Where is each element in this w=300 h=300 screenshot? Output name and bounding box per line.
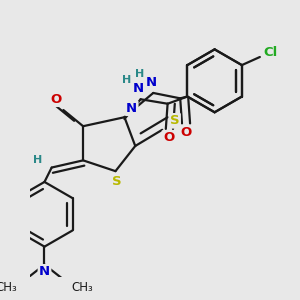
Text: H: H	[33, 155, 42, 165]
Text: H: H	[135, 69, 144, 79]
Text: CH₃: CH₃	[0, 281, 18, 295]
Text: S: S	[170, 114, 180, 127]
Text: N: N	[39, 265, 50, 278]
Text: H: H	[122, 75, 131, 85]
Text: Cl: Cl	[263, 46, 278, 59]
Text: N: N	[132, 82, 143, 95]
Text: CH₃: CH₃	[71, 281, 93, 295]
Text: N: N	[146, 76, 157, 89]
Text: O: O	[50, 93, 62, 106]
Text: S: S	[112, 176, 122, 188]
Text: N: N	[126, 102, 137, 115]
Text: O: O	[163, 131, 174, 144]
Text: O: O	[180, 126, 191, 139]
